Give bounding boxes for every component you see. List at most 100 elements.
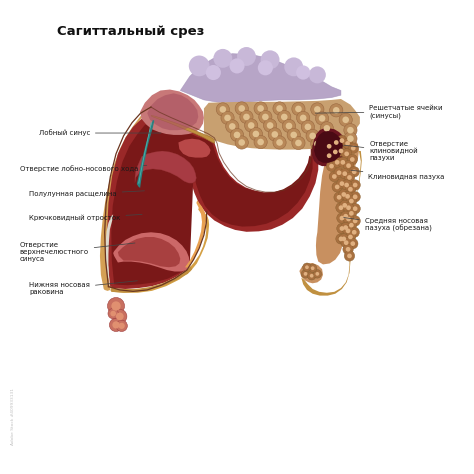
Polygon shape — [180, 54, 341, 103]
Circle shape — [353, 182, 357, 187]
Circle shape — [340, 211, 351, 221]
Text: Отверстие
клиновидной
пазухи: Отверстие клиновидной пазухи — [344, 141, 418, 161]
Circle shape — [346, 220, 356, 230]
Polygon shape — [185, 200, 206, 268]
Circle shape — [316, 272, 319, 276]
Circle shape — [337, 136, 347, 146]
Circle shape — [221, 111, 234, 125]
Circle shape — [319, 115, 325, 122]
Polygon shape — [140, 90, 204, 135]
Circle shape — [332, 157, 342, 167]
Circle shape — [309, 66, 326, 83]
Circle shape — [301, 270, 310, 278]
Circle shape — [334, 140, 338, 145]
Circle shape — [338, 205, 343, 210]
Circle shape — [259, 110, 272, 124]
Circle shape — [206, 65, 221, 80]
Circle shape — [224, 115, 231, 121]
Circle shape — [284, 57, 303, 76]
Circle shape — [336, 234, 346, 244]
Circle shape — [346, 228, 350, 233]
Polygon shape — [138, 122, 152, 184]
Polygon shape — [137, 120, 155, 188]
Circle shape — [273, 102, 286, 115]
Circle shape — [343, 225, 348, 230]
Circle shape — [339, 200, 350, 210]
Circle shape — [345, 184, 356, 194]
Circle shape — [328, 135, 335, 141]
Circle shape — [348, 187, 353, 191]
Circle shape — [344, 172, 355, 182]
Circle shape — [296, 65, 310, 80]
Circle shape — [346, 196, 356, 206]
Circle shape — [353, 194, 357, 199]
Circle shape — [350, 180, 360, 190]
Circle shape — [254, 136, 267, 149]
Circle shape — [295, 106, 302, 112]
Circle shape — [347, 254, 352, 258]
Polygon shape — [107, 115, 318, 289]
Circle shape — [352, 169, 356, 174]
Circle shape — [344, 251, 355, 261]
Circle shape — [346, 163, 351, 168]
Circle shape — [253, 131, 259, 137]
Circle shape — [238, 139, 245, 146]
Circle shape — [261, 50, 280, 69]
Circle shape — [326, 161, 337, 171]
Polygon shape — [110, 207, 209, 293]
Circle shape — [267, 122, 273, 129]
Circle shape — [311, 103, 324, 116]
Circle shape — [226, 120, 239, 133]
Circle shape — [338, 237, 343, 241]
Circle shape — [344, 124, 357, 137]
Polygon shape — [135, 151, 196, 183]
Circle shape — [235, 102, 248, 115]
Circle shape — [327, 154, 331, 158]
Circle shape — [336, 146, 346, 156]
Circle shape — [189, 55, 210, 76]
Circle shape — [350, 216, 360, 226]
Circle shape — [311, 137, 324, 151]
Polygon shape — [178, 139, 210, 157]
Circle shape — [350, 241, 355, 246]
Circle shape — [342, 203, 347, 208]
Circle shape — [273, 136, 286, 149]
Circle shape — [342, 191, 353, 201]
Polygon shape — [204, 99, 360, 150]
Circle shape — [291, 132, 297, 138]
Circle shape — [278, 110, 291, 124]
Circle shape — [341, 180, 352, 190]
Circle shape — [345, 232, 356, 242]
Circle shape — [339, 168, 350, 179]
Circle shape — [336, 202, 346, 213]
Circle shape — [118, 323, 125, 329]
Polygon shape — [135, 151, 196, 183]
Circle shape — [344, 152, 349, 156]
Circle shape — [337, 170, 341, 175]
Text: Лобный синус: Лобный синус — [38, 129, 161, 137]
Circle shape — [346, 247, 350, 252]
Circle shape — [248, 122, 255, 129]
Circle shape — [116, 320, 128, 331]
Polygon shape — [311, 128, 346, 166]
Circle shape — [335, 184, 339, 189]
Polygon shape — [111, 120, 313, 285]
Text: Нижняя носовая
раковина: Нижняя носовая раковина — [29, 281, 137, 295]
Circle shape — [343, 160, 354, 171]
Circle shape — [338, 234, 349, 244]
Circle shape — [346, 208, 356, 219]
Circle shape — [229, 123, 236, 130]
Circle shape — [353, 206, 357, 211]
Circle shape — [281, 114, 288, 120]
Circle shape — [309, 264, 317, 273]
Circle shape — [323, 125, 330, 132]
Circle shape — [342, 138, 353, 149]
Circle shape — [113, 310, 127, 323]
Circle shape — [111, 301, 121, 310]
Circle shape — [352, 230, 356, 235]
Text: Сагиттальный срез: Сагиттальный срез — [57, 25, 205, 38]
Circle shape — [112, 321, 119, 328]
Circle shape — [301, 120, 315, 134]
Circle shape — [230, 128, 244, 142]
Circle shape — [304, 272, 308, 276]
